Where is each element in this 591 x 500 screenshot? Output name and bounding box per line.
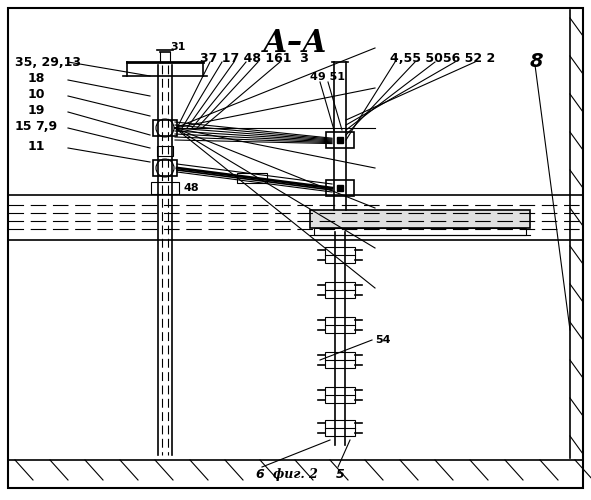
Text: 11: 11 [28, 140, 46, 153]
Text: 8: 8 [530, 52, 544, 71]
Bar [326, 132, 354, 148]
Text: 5: 5 [336, 468, 345, 481]
Bar [325, 352, 355, 368]
Text: 10: 10 [28, 88, 46, 101]
Bar [153, 160, 177, 176]
Text: 18: 18 [28, 72, 46, 85]
Text: 49 51: 49 51 [310, 72, 345, 82]
Text: 31: 31 [170, 42, 186, 52]
Text: 35, 29,13: 35, 29,13 [15, 56, 81, 69]
Text: 19: 19 [28, 104, 46, 117]
Text: 6: 6 [256, 468, 264, 481]
Bar [325, 420, 355, 436]
Text: А–А: А–А [262, 28, 327, 59]
Text: 37 17 48 161  3: 37 17 48 161 3 [200, 52, 309, 65]
Bar [325, 247, 355, 263]
Bar [325, 387, 355, 403]
Bar [237, 173, 267, 183]
Bar [325, 317, 355, 333]
Bar [314, 228, 526, 235]
Text: фиг. 2: фиг. 2 [272, 468, 317, 481]
Bar [157, 146, 173, 156]
Bar [326, 180, 354, 196]
Text: 54: 54 [375, 335, 391, 345]
Bar [310, 210, 530, 228]
Bar [325, 282, 355, 298]
Text: 4,55 5056 52 2: 4,55 5056 52 2 [390, 52, 495, 65]
Bar [151, 182, 179, 194]
Bar [153, 120, 177, 136]
Text: 15: 15 [15, 120, 33, 133]
Text: 48: 48 [183, 183, 199, 193]
Text: 7,9: 7,9 [35, 120, 57, 133]
